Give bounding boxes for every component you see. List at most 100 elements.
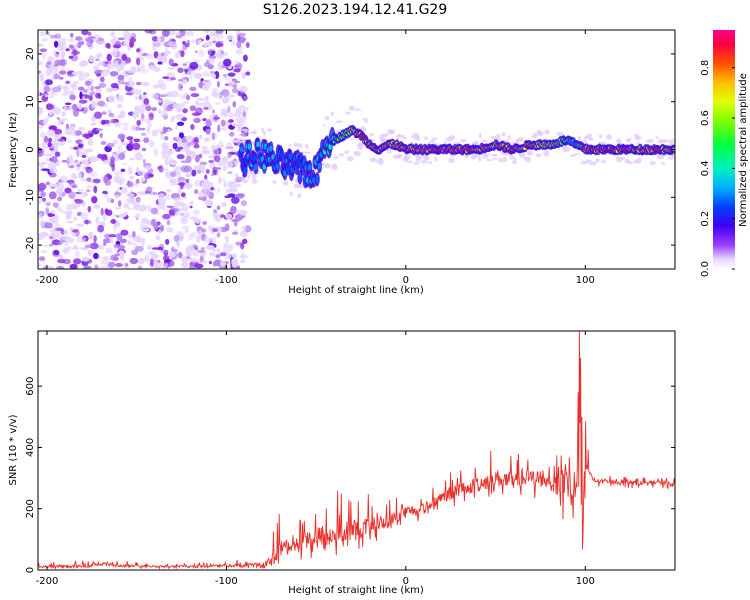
noise-speckle: [241, 72, 247, 79]
noise-speckle: [82, 133, 89, 138]
noise-speckle: [127, 200, 137, 204]
noise-speckle: [184, 229, 189, 233]
noise-speckle: [415, 154, 423, 160]
y-tick-label: 10: [25, 95, 36, 108]
spectrogram-ridge: [238, 124, 675, 189]
noise-speckle: [48, 137, 53, 143]
noise-speckle: [195, 154, 200, 163]
noise-speckle: [242, 106, 250, 112]
noise-speckle: [221, 144, 225, 148]
noise-speckle: [91, 196, 98, 204]
noise-speckle: [353, 150, 362, 157]
noise-speckle: [144, 172, 152, 180]
noise-speckle: [242, 110, 247, 118]
noise-speckle: [77, 143, 84, 149]
noise-speckle: [88, 96, 92, 100]
noise-speckle: [166, 72, 176, 78]
noise-speckle: [213, 116, 221, 120]
noise-speckle: [240, 225, 247, 230]
noise-speckle: [38, 147, 43, 155]
noise-speckle: [70, 83, 76, 89]
noise-speckle: [85, 166, 91, 170]
noise-speckle: [204, 95, 209, 102]
noise-speckle: [485, 159, 493, 161]
x-tick-label: -200: [36, 275, 59, 286]
noise-speckle: [208, 54, 217, 60]
noise-speckle: [166, 205, 175, 208]
noise-speckle: [210, 70, 215, 74]
noise-speckle: [234, 60, 240, 66]
noise-speckle: [251, 178, 258, 184]
noise-speckle: [182, 108, 188, 114]
noise-speckle: [333, 156, 339, 160]
noise-speckle: [166, 220, 171, 226]
noise-speckle: [181, 225, 190, 230]
noise-speckle: [261, 127, 264, 132]
noise-speckle: [223, 58, 232, 67]
noise-speckle: [201, 180, 210, 189]
noise-speckle: [661, 162, 666, 165]
noise-speckle: [38, 143, 42, 146]
noise-speckle: [38, 199, 42, 205]
noise-speckle: [186, 31, 195, 37]
noise-speckle: [103, 176, 109, 184]
ridge-cell: [286, 165, 290, 172]
noise-speckle: [634, 135, 642, 140]
noise-speckle: [129, 41, 134, 48]
noise-speckle: [172, 142, 178, 150]
noise-speckle: [231, 39, 236, 47]
y-tick-label: -10: [25, 189, 36, 205]
noise-speckle: [194, 100, 199, 106]
noise-speckle: [113, 175, 121, 184]
noise-speckle: [157, 196, 166, 205]
noise-speckle: [110, 31, 115, 37]
noise-speckle: [65, 203, 73, 211]
noise-speckle: [59, 70, 67, 75]
noise-speckle: [165, 193, 171, 200]
noise-speckle: [109, 237, 114, 244]
noise-speckle: [45, 157, 51, 162]
noise-speckle: [212, 109, 216, 114]
noise-speckle: [96, 73, 101, 77]
noise-speckle: [216, 232, 221, 238]
noise-speckle: [63, 86, 70, 95]
noise-speckle: [173, 235, 180, 243]
noise-speckle: [509, 154, 514, 160]
noise-speckle: [127, 70, 136, 74]
noise-speckle: [177, 83, 183, 91]
noise-speckle: [225, 188, 232, 193]
noise-speckle: [172, 197, 182, 201]
noise-speckle: [172, 103, 182, 109]
noise-speckle: [89, 171, 98, 177]
noise-speckle: [108, 261, 116, 268]
noise-speckle: [87, 205, 92, 213]
noise-speckle: [90, 91, 96, 95]
noise-speckle: [100, 207, 104, 216]
noise-speckle: [217, 48, 223, 54]
noise-speckle: [626, 137, 632, 141]
noise-speckle: [110, 156, 115, 163]
noise-speckle: [97, 62, 104, 66]
noise-speckle: [170, 90, 180, 98]
noise-speckle: [186, 94, 191, 101]
noise-speckle: [129, 32, 136, 37]
noise-speckle: [156, 246, 164, 251]
noise-speckle: [166, 227, 174, 233]
noise-speckle: [223, 242, 228, 249]
noise-speckle: [656, 153, 664, 160]
noise-speckle: [63, 229, 69, 236]
noise-speckle: [136, 235, 142, 243]
noise-speckle: [54, 59, 63, 66]
noise-speckle: [133, 88, 142, 96]
noise-speckle: [76, 166, 81, 171]
colorbar-tick-label: 0.2: [700, 211, 711, 227]
noise-speckle: [205, 34, 210, 41]
noise-speckle: [180, 165, 189, 173]
noise-speckle: [96, 54, 102, 59]
noise-speckle: [402, 156, 409, 163]
noise-speckle: [379, 134, 385, 140]
noise-speckle: [119, 187, 123, 190]
noise-speckle: [177, 251, 183, 259]
noise-speckle: [143, 98, 150, 105]
noise-speckle: [330, 111, 334, 117]
